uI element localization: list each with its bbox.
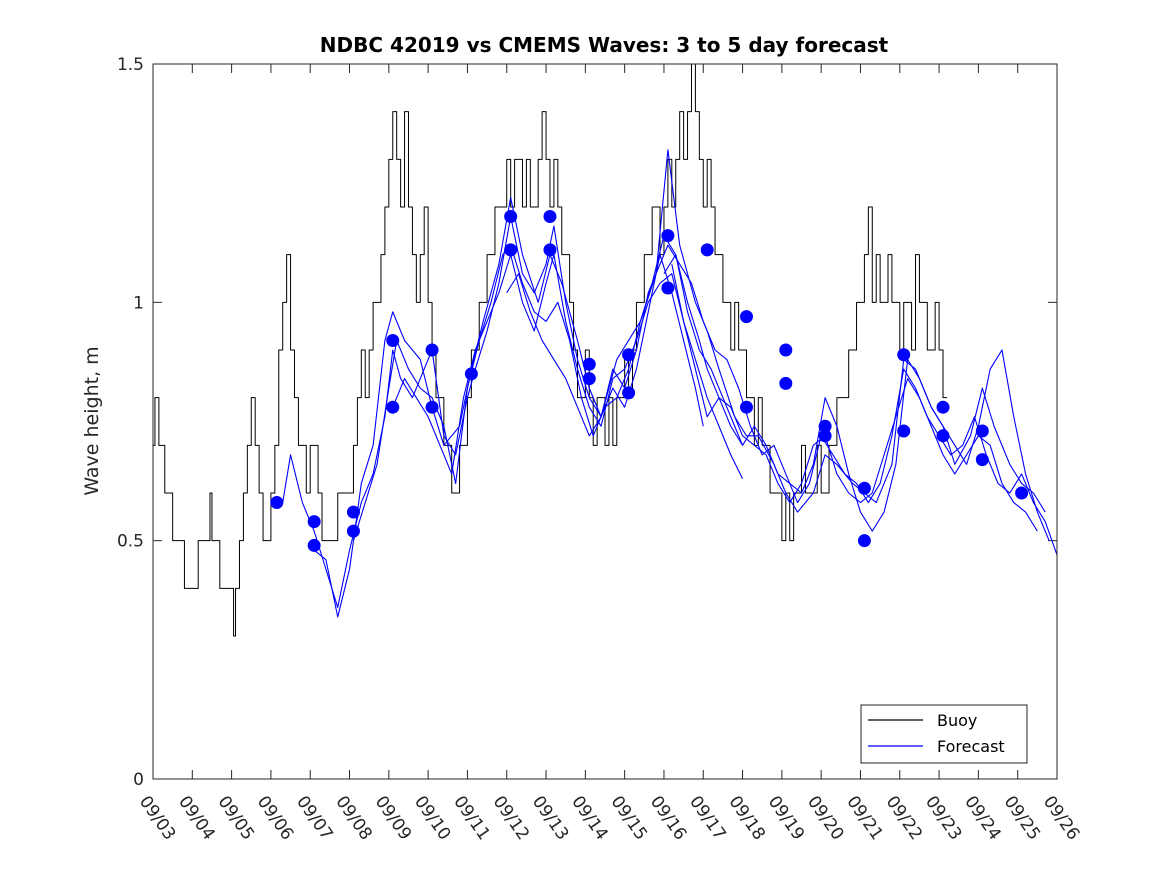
forecast-marker <box>661 229 675 243</box>
forecast-marker <box>975 453 989 467</box>
forecast-marker <box>700 243 714 257</box>
forecast-marker <box>779 376 793 390</box>
forecast-marker <box>818 419 832 433</box>
forecast-series-line-5 <box>506 254 704 437</box>
y-axis-label: Wave height, m <box>81 346 103 495</box>
forecast-marker <box>543 243 557 257</box>
forecast-marker <box>661 281 675 295</box>
legend-forecast-label: Forecast <box>937 737 1005 756</box>
forecast-marker <box>936 429 950 443</box>
y-tick-label: 1 <box>133 293 144 313</box>
forecast-marker <box>582 372 596 386</box>
y-tick-label: 0 <box>133 770 144 790</box>
forecast-marker <box>386 333 400 347</box>
series-layer <box>153 63 1058 637</box>
forecast-marker <box>386 400 400 414</box>
forecast-series-line-4 <box>392 254 1038 532</box>
chart-title: NDBC 42019 vs CMEMS Waves: 3 to 5 day fo… <box>320 33 889 57</box>
forecast-marker <box>543 210 557 224</box>
forecast-marker <box>425 343 439 357</box>
forecast-marker <box>857 481 871 495</box>
legend: Buoy Forecast <box>860 704 1028 764</box>
forecast-marker <box>897 424 911 438</box>
forecast-marker <box>739 400 753 414</box>
legend-buoy-label: Buoy <box>937 711 977 730</box>
legend-box <box>860 704 1028 764</box>
y-tick-label: 0.5 <box>117 532 144 552</box>
forecast-marker <box>1015 486 1029 500</box>
forecast-marker <box>307 538 321 552</box>
forecast-marker <box>818 429 832 443</box>
forecast-series-line-6 <box>663 254 744 446</box>
forecast-marker <box>975 424 989 438</box>
forecast-marker <box>504 210 518 224</box>
forecast-marker <box>779 343 793 357</box>
buoy-series-line <box>153 63 947 637</box>
forecast-series-line-7 <box>671 264 744 479</box>
forecast-marker <box>504 243 518 257</box>
forecast-marker <box>739 310 753 324</box>
forecast-marker <box>425 400 439 414</box>
forecast-marker <box>582 357 596 371</box>
forecast-marker <box>897 348 911 362</box>
forecast-marker <box>307 515 321 529</box>
forecast-marker <box>346 524 360 538</box>
forecast-marker <box>464 367 478 381</box>
forecast-marker <box>270 496 284 510</box>
axes-box <box>152 63 1058 780</box>
marker-layer <box>270 210 1029 552</box>
y-tick-labels: 0 0.5 1 1.5 <box>117 55 144 790</box>
forecast-marker <box>936 400 950 414</box>
forecast-series-line-3 <box>352 235 1050 541</box>
forecast-marker <box>857 534 871 548</box>
forecast-marker <box>622 348 636 362</box>
forecast-marker <box>622 386 636 400</box>
y-tick-label: 1.5 <box>117 55 144 75</box>
forecast-marker <box>346 505 360 519</box>
